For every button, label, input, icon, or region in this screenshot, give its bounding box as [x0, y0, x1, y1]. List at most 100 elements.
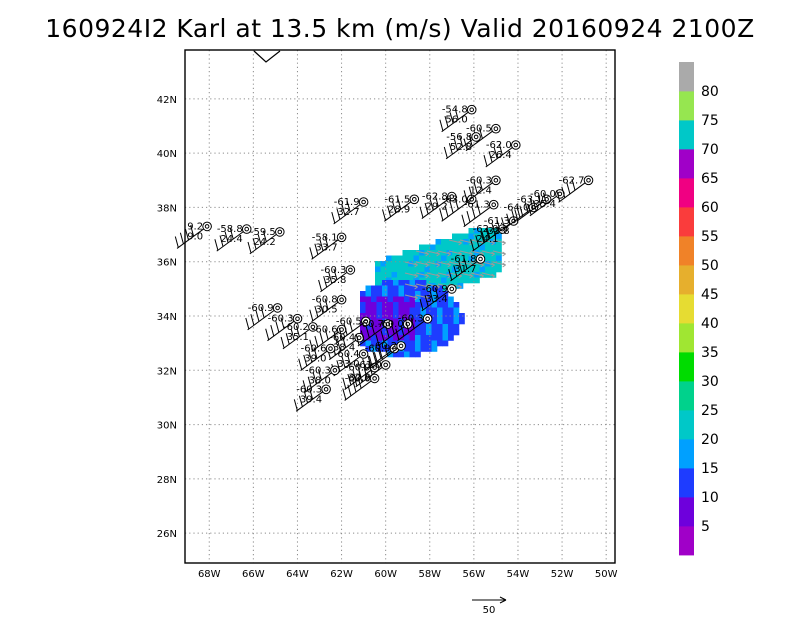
barb-flag [380, 330, 385, 342]
observation-label: -64.0 [504, 202, 530, 213]
wind-speed-cell [496, 244, 502, 251]
wind-vector-head [491, 240, 495, 246]
station-dot [332, 368, 338, 373]
wind-speed-cell [453, 324, 460, 330]
wind-speed-cell [404, 351, 410, 358]
wind-speed-cell [365, 285, 372, 292]
barb-flag [424, 202, 429, 215]
wind-vector [404, 294, 418, 299]
wind-speed-cell [446, 255, 453, 262]
wind-speed-cell [382, 340, 388, 347]
station-circle [380, 360, 391, 370]
observation-sublabel: 30.5 [315, 305, 337, 316]
barb-shaft [465, 179, 497, 203]
wind-speed-cell [446, 266, 453, 273]
observation-sublabel: 26.4 [490, 150, 512, 161]
lon-tick-label: 52W [551, 569, 574, 580]
barb-flag [373, 352, 378, 364]
wind-speed-cell [442, 302, 449, 308]
wind-vector-head [414, 295, 418, 301]
barb-flag [353, 374, 358, 387]
lon-tick-label: 64W [286, 569, 309, 580]
observation-station: -61.0 [353, 360, 391, 388]
barb-flag [285, 333, 290, 345]
station-circle [308, 322, 318, 332]
station-dot [383, 362, 389, 368]
barb-flag [395, 328, 400, 340]
observation-label: 9.2 [187, 221, 203, 232]
barb-shaft [311, 236, 342, 260]
station-circle [241, 224, 252, 234]
observation-label: -62.8 [422, 192, 448, 203]
wind-speed-cell [408, 266, 414, 273]
observation-sublabel: 12.4 [470, 185, 492, 196]
wind-speed-cell [371, 296, 377, 303]
barb-shaft [370, 345, 402, 369]
wind-speed-cell [468, 255, 475, 262]
station-circle [491, 175, 501, 186]
observation-station: -58.133.7 [309, 232, 347, 260]
barb-flag [439, 119, 444, 131]
barb-flag [486, 227, 491, 239]
wind-speed-cell [415, 324, 421, 330]
barb-flag [375, 334, 380, 346]
wind-speed-cell [426, 329, 432, 336]
wind-speed-cell [490, 266, 497, 273]
barb-flag [270, 324, 275, 337]
wind-speed-cell [415, 291, 421, 297]
observation-sublabel: 35.8 [324, 275, 346, 286]
barb-flag [468, 186, 473, 198]
barb-flag [257, 234, 262, 246]
vector-scale-arrowhead [499, 596, 507, 604]
wind-speed-cell [490, 228, 497, 234]
barb-flag [448, 268, 453, 281]
barb-flag [443, 146, 448, 159]
barb-flag [529, 198, 534, 210]
wind-speed-cell [441, 266, 447, 273]
barb-flag [309, 339, 314, 351]
wind-speed-cell [441, 255, 447, 262]
wind-speed-cell [360, 324, 366, 330]
barb-shaft [267, 318, 298, 342]
observation-label: -61.5 [384, 194, 410, 205]
wind-speed-cell [424, 244, 431, 251]
barb-flag [331, 211, 336, 224]
station-dot [204, 224, 210, 229]
wind-speed-cell [431, 335, 438, 341]
station-circle [345, 265, 356, 275]
barb-flag [419, 298, 424, 311]
barb-flag [481, 230, 486, 243]
wind-speed-cell [437, 285, 443, 292]
barb-flag [571, 179, 576, 191]
wind-speed-cell [415, 296, 421, 303]
barb-flag [255, 310, 260, 322]
observation-label: -60.3 [466, 175, 492, 186]
wind-speed-cell [415, 351, 421, 358]
barb-flag [461, 214, 466, 226]
wind-speed-cell [437, 296, 443, 303]
colorbar-swatch [679, 352, 694, 382]
colorbar-swatch [679, 120, 694, 150]
lon-tick-label: 58W [418, 569, 441, 580]
wind-speed-cell [426, 324, 432, 330]
barb-flag [280, 317, 285, 329]
station-circle [358, 197, 369, 207]
wind-speed-cell [453, 329, 460, 336]
observation-label: -60.6 [301, 344, 327, 355]
station-dot [310, 324, 316, 330]
barb-shaft [384, 198, 415, 222]
observation-label: -60.9 [248, 303, 274, 314]
barb-flag [324, 236, 329, 248]
wind-speed-cell [457, 255, 464, 262]
station-dot [372, 376, 377, 381]
observation-label: -61.8 [451, 254, 477, 265]
wind-speed-cell [426, 285, 432, 292]
barb-flag [247, 241, 252, 254]
wind-speed-cell [408, 255, 414, 262]
station-dot [328, 346, 333, 351]
wind-speed-cell [419, 255, 425, 262]
barb-flag [400, 324, 405, 337]
barb-flag [280, 336, 285, 349]
wind-speed-cell [365, 296, 372, 303]
wind-speed-cell [387, 307, 394, 314]
